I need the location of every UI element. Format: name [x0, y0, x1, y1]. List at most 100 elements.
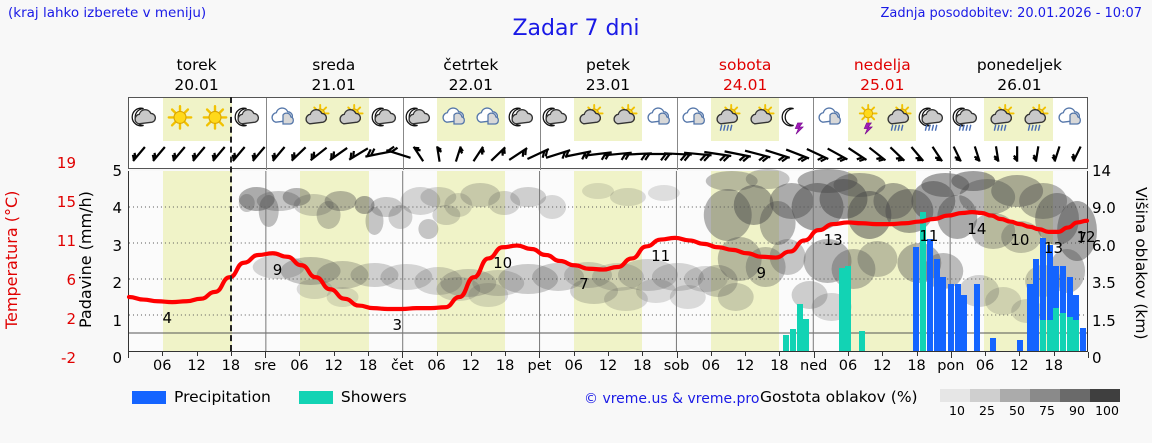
precipitation-tick-5: 0	[112, 349, 122, 367]
icon-glyph	[507, 101, 539, 137]
x-axis-label-24: 06	[975, 358, 995, 374]
cloud-height-axis-ticks: 14 9.0 6.0 3.5 1.5 0	[1092, 162, 1132, 367]
forecast-icon-panel	[128, 97, 1088, 170]
cloud-density-ramp-label-2: 50	[1009, 403, 1025, 418]
wind-barb-row	[129, 141, 1087, 169]
x-axis-label-18: 18	[770, 358, 789, 374]
icon-glyph	[164, 101, 196, 137]
cloud-density-ramp-labels: 10 25 50 75 90 100	[938, 403, 1128, 419]
weather-icon-moon-cloud-3	[232, 98, 266, 141]
precip-bar	[1066, 277, 1073, 351]
cloud-blob	[647, 185, 680, 201]
x-tick	[436, 352, 438, 356]
band-cell-25	[984, 171, 1019, 351]
weather-icon-cloud-16	[676, 98, 711, 170]
cloud-density-ramp-label-3: 75	[1039, 403, 1055, 418]
x-axis-label-15: sob	[663, 358, 690, 374]
x-tick	[470, 352, 472, 356]
cloud-blob	[951, 171, 996, 191]
precip-bar	[1033, 259, 1040, 351]
weather-icon-sun-cloud-5	[300, 98, 335, 141]
cloud-density-ramp-cell-2	[1000, 389, 1030, 402]
band-cell-10	[471, 171, 506, 351]
band-cell-22	[881, 171, 917, 351]
day-date: 22.01	[448, 76, 494, 94]
precip-bar	[1046, 244, 1053, 351]
day-name: sreda	[312, 56, 356, 74]
cloud-density-ramp-label-5: 100	[1095, 403, 1119, 418]
weather-icon-sun-cloud-rain-25	[984, 98, 1019, 141]
last-update-stamp: Zadnja posodobitev: 20.01.2026 - 10:07	[880, 6, 1142, 21]
band-cell-13	[573, 171, 609, 351]
showers-bar	[1073, 320, 1080, 351]
x-axis-label-8: 06	[427, 358, 446, 374]
day-header-5: nedelja 25.01	[814, 55, 951, 97]
precipitation-axis-ticks: 5 4 3 2 1 0	[98, 162, 122, 367]
cloud-density-ramp-label-4: 90	[1069, 403, 1085, 418]
x-axis-label-22: 18	[907, 358, 926, 374]
copyright-text[interactable]: © vreme.us & vreme.pro	[584, 391, 760, 407]
temperature-tick-5: -2	[61, 349, 76, 367]
temperature-axis-title: Temperatura (°C)	[2, 190, 21, 330]
x-tick	[162, 352, 164, 356]
showers-swatch	[298, 390, 333, 404]
cloud-blob	[604, 287, 648, 311]
precip-bar	[961, 295, 968, 351]
x-tick	[1088, 352, 1089, 358]
cloud-height-tick-3: 3.5	[1092, 274, 1116, 293]
x-tick	[848, 352, 849, 356]
band-cell-6	[334, 171, 369, 351]
x-tick	[402, 352, 404, 358]
weather-icon-cloud-10	[471, 98, 506, 141]
temperature-tick-2: 11	[56, 232, 76, 250]
weather-icon-cloud-20	[813, 98, 847, 170]
x-axis-label-4: 06	[290, 358, 309, 374]
cloud-blob	[733, 185, 774, 225]
temperature-label-9: 14	[967, 219, 987, 238]
precipitation-tick-2: 3	[112, 236, 122, 255]
precip-bar	[858, 331, 865, 351]
icon-glyph	[678, 101, 710, 137]
temperature-label-8: 11	[919, 226, 939, 245]
cloud-blob	[635, 279, 676, 303]
day-date: 21.01	[311, 76, 356, 94]
icon-glyph	[849, 101, 881, 137]
temperature-tick-3: 6	[66, 271, 76, 289]
day-header-3: petek 23.01	[539, 55, 676, 97]
cloud-blob	[444, 193, 473, 217]
band-cell-9	[436, 171, 472, 351]
cloud-blob	[609, 188, 646, 206]
x-axis-line	[128, 351, 1088, 352]
x-axis-label-17: 12	[735, 358, 755, 374]
weather-icon-moon-cloud-7	[369, 98, 403, 141]
day-separator	[950, 98, 952, 170]
x-axis-label-14: 18	[633, 358, 652, 374]
x-axis-label-23: pon	[937, 358, 965, 374]
precipitation-axis-title: Padavine (mm/h)	[76, 191, 95, 329]
weather-icon-sun-cloud-rain-17	[710, 98, 745, 141]
cloud-height-tick-4: 1.5	[1092, 311, 1116, 330]
x-tick	[676, 352, 678, 358]
x-axis-label-20: 06	[838, 358, 858, 374]
cloud-density-ramp-label-1: 25	[979, 403, 995, 418]
cloud-density-ramp-label-0: 10	[949, 403, 965, 418]
temperature-tick-4: 2	[66, 310, 76, 328]
x-tick	[1053, 352, 1055, 356]
cloud-blob	[971, 213, 1016, 249]
location-menu-note[interactable]: (kraj lahko izberete v meniju)	[8, 5, 207, 21]
day-name: nedelja	[853, 56, 911, 74]
cloud-blob	[400, 187, 441, 215]
weather-icon-cloud-27	[1053, 98, 1087, 141]
icon-glyph	[643, 101, 675, 137]
showers-bar	[1046, 320, 1053, 351]
x-axis-label-0: 06	[153, 358, 172, 374]
cloud-height-tick-0: 14	[1092, 162, 1112, 180]
precip-bar	[796, 304, 803, 351]
precip-bar	[1039, 237, 1046, 351]
weather-icon-sun-cloud-rain-22	[881, 98, 917, 141]
day-name: torek	[176, 56, 217, 74]
precip-bar	[783, 334, 790, 351]
x-axis-label-6: 18	[358, 358, 378, 374]
cloud-blob	[617, 259, 678, 291]
precipitation-tick-1: 4	[112, 199, 122, 218]
